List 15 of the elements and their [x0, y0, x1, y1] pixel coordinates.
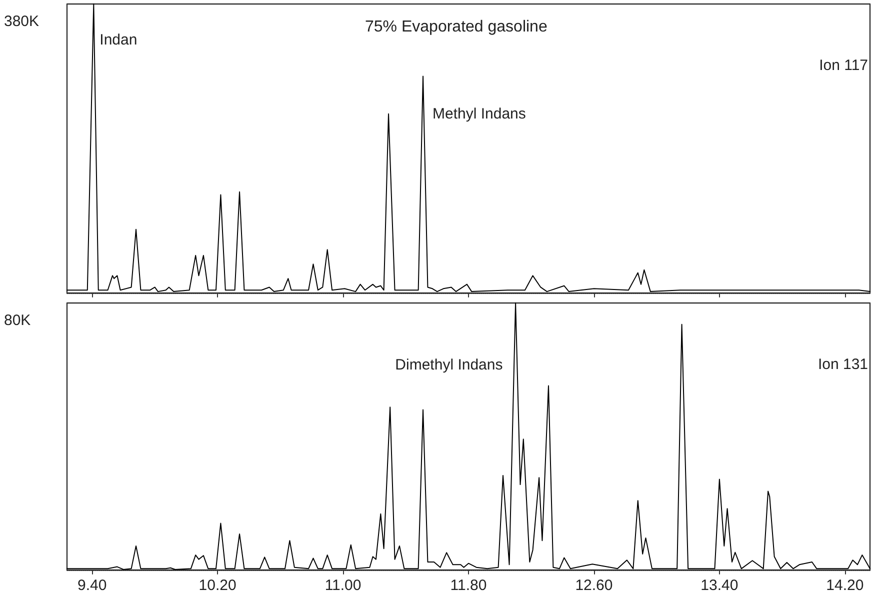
annotation: Ion 117 [819, 57, 868, 74]
annotation: Ion 131 [818, 356, 868, 373]
x-tick-label: 11.80 [450, 577, 487, 594]
text: 380K [4, 13, 40, 30]
x-tick-label: 13.40 [700, 577, 738, 594]
text: 75% Evaporated gasoline [365, 18, 548, 36]
x-tick-label: 9.40 [77, 577, 107, 594]
annotation: Dimethyl Indans [395, 356, 503, 374]
x-tick-label: 14.20 [826, 577, 864, 594]
annotation: Methyl Indans [432, 105, 526, 122]
annotation: Indan [100, 32, 138, 48]
x-tick-label: 10.20 [198, 577, 236, 594]
x-tick-label: 12.60 [575, 577, 613, 594]
text: 80K [4, 312, 31, 329]
x-tick-label: 11.00 [324, 577, 362, 594]
